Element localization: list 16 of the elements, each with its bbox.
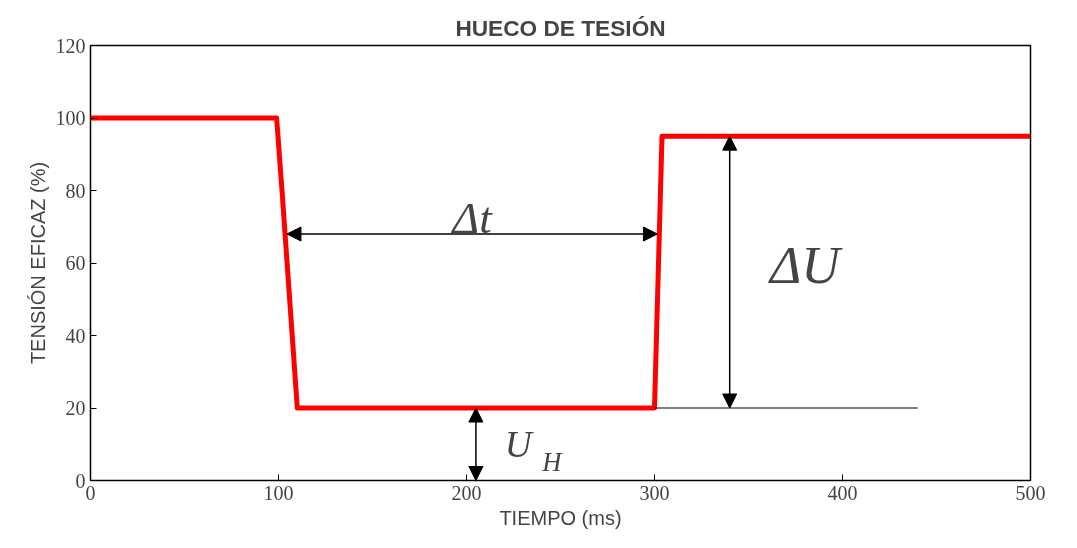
x-tick-label: 500 (1015, 481, 1046, 504)
y-tick-label: 120 (55, 34, 86, 57)
x-tick-label: 100 (263, 481, 294, 504)
y-tick-label: 80 (65, 179, 86, 202)
x-tick-label: 200 (451, 481, 482, 504)
chart-title: HUECO DE TESIÓN (455, 14, 666, 41)
x-tick-label: 400 (827, 481, 858, 504)
y-tick-label: 40 (65, 324, 86, 347)
y-tick-label: 60 (65, 252, 86, 274)
x-axis-title: TIEMPO (ms) (499, 506, 622, 529)
y-tick-label: 100 (55, 107, 86, 129)
annotation: Δt (450, 193, 494, 243)
y-tick-label: 20 (65, 397, 86, 419)
y-axis-title: TENSIÓN EFICAZ (%) (26, 161, 49, 365)
x-tick-label: 300 (639, 481, 670, 504)
annotation: ΔU (767, 234, 844, 295)
